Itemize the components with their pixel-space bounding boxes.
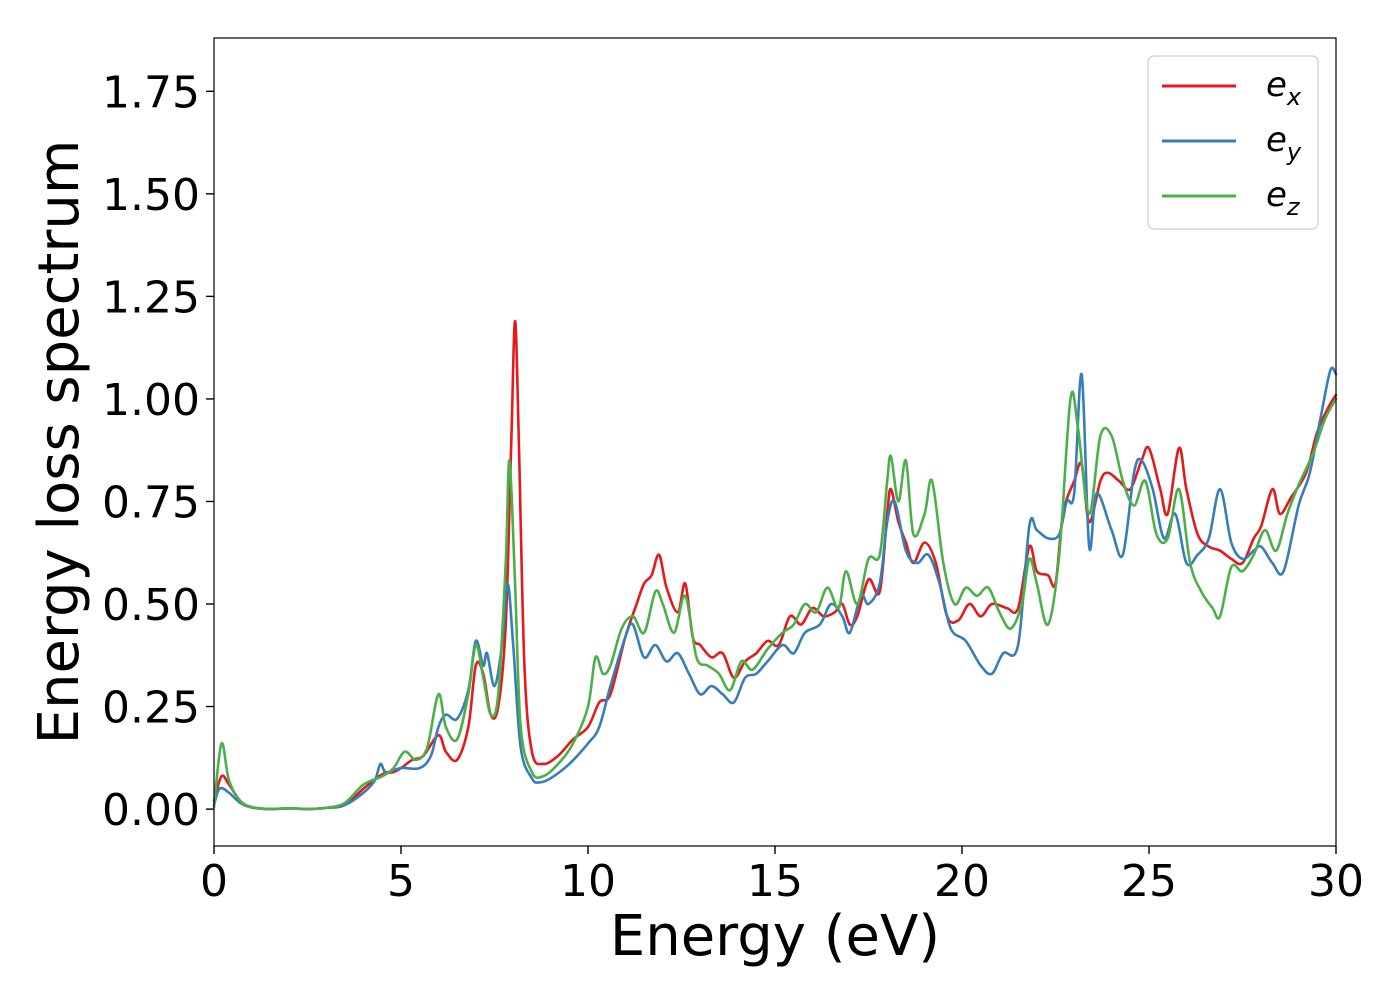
- x-axis-ticks: 0 5 10 15 20 25 30: [200, 846, 1364, 907]
- x-axis-title: Energy (eV): [610, 904, 940, 969]
- y-tick-label: 1.25: [102, 272, 200, 323]
- y-tick-label: 0.00: [102, 785, 200, 836]
- x-tick-label: 20: [934, 856, 990, 907]
- x-tick-label: 30: [1308, 856, 1364, 907]
- x-tick-label: 5: [387, 856, 415, 907]
- y-tick-label: 1.50: [102, 170, 200, 221]
- x-tick-label: 15: [747, 856, 803, 907]
- y-tick-label: 0.25: [102, 683, 200, 734]
- x-tick-label: 0: [200, 856, 228, 907]
- y-tick-label: 0.50: [102, 580, 200, 631]
- y-tick-label: 1.75: [102, 67, 200, 118]
- x-tick-label: 25: [1121, 856, 1177, 907]
- y-tick-label: 1.00: [102, 375, 200, 426]
- y-axis-title: Energy loss spectrum: [27, 140, 92, 745]
- y-axis-ticks: 0.00 0.25 0.50 0.75 1.00 1.25 1.50 1.75: [102, 67, 214, 836]
- x-tick-label: 10: [560, 856, 616, 907]
- y-tick-label: 0.75: [102, 477, 200, 528]
